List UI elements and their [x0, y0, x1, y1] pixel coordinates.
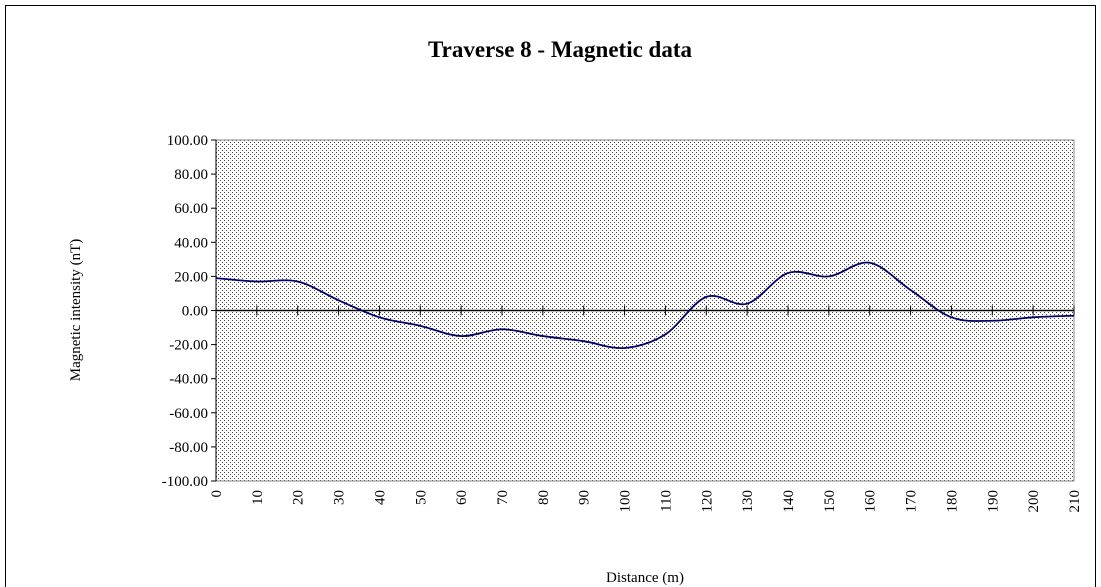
x-tick-label: 150	[822, 490, 838, 513]
y-tick-label: 0.00	[182, 304, 208, 320]
x-tick-label: 170	[904, 490, 920, 513]
data-line	[215, 261, 1075, 350]
x-tick-label: 180	[944, 490, 960, 513]
x-tick-label: 40	[372, 490, 388, 505]
x-tick-label: 80	[536, 490, 552, 505]
y-tick-label: 80.00	[174, 167, 208, 183]
y-tick-label: 60.00	[174, 201, 208, 217]
y-tick-label: 40.00	[174, 235, 208, 251]
x-tick-label: 0	[209, 490, 225, 498]
x-tick-label: 200	[1026, 490, 1042, 513]
y-axis-label: Magnetic intensity (nT)	[68, 239, 84, 381]
x-tick-label: 210	[1067, 490, 1083, 513]
x-tick-label: 110	[658, 490, 674, 512]
x-axis-label: Distance (m)	[606, 570, 684, 586]
x-tick-label: 90	[577, 490, 593, 505]
x-tick-label: 20	[291, 490, 307, 505]
y-tick-label: -20.00	[169, 338, 208, 354]
x-tick-label: 140	[781, 490, 797, 513]
chart-title: Traverse 8 - Magnetic data	[428, 37, 692, 62]
x-tick-label: 30	[332, 490, 348, 505]
y-tick-label: 100.00	[167, 133, 208, 149]
x-tick-label: 130	[740, 490, 756, 513]
x-tick-label: 160	[863, 490, 879, 513]
y-tick-label: -60.00	[169, 406, 208, 422]
y-tick-label: -80.00	[169, 440, 208, 456]
x-tick-label: 50	[413, 490, 429, 505]
x-tick-label: 120	[699, 490, 715, 513]
y-tick-label: -40.00	[169, 372, 208, 388]
x-tick-label: 100	[618, 490, 634, 513]
x-tick-label: 190	[985, 490, 1001, 513]
x-tick-label: 60	[454, 490, 470, 505]
y-tick-label: 20.00	[174, 269, 208, 285]
x-tick-label: 10	[250, 490, 266, 505]
y-tick-label: -100.00	[162, 474, 208, 490]
x-tick-label: 70	[495, 490, 511, 505]
